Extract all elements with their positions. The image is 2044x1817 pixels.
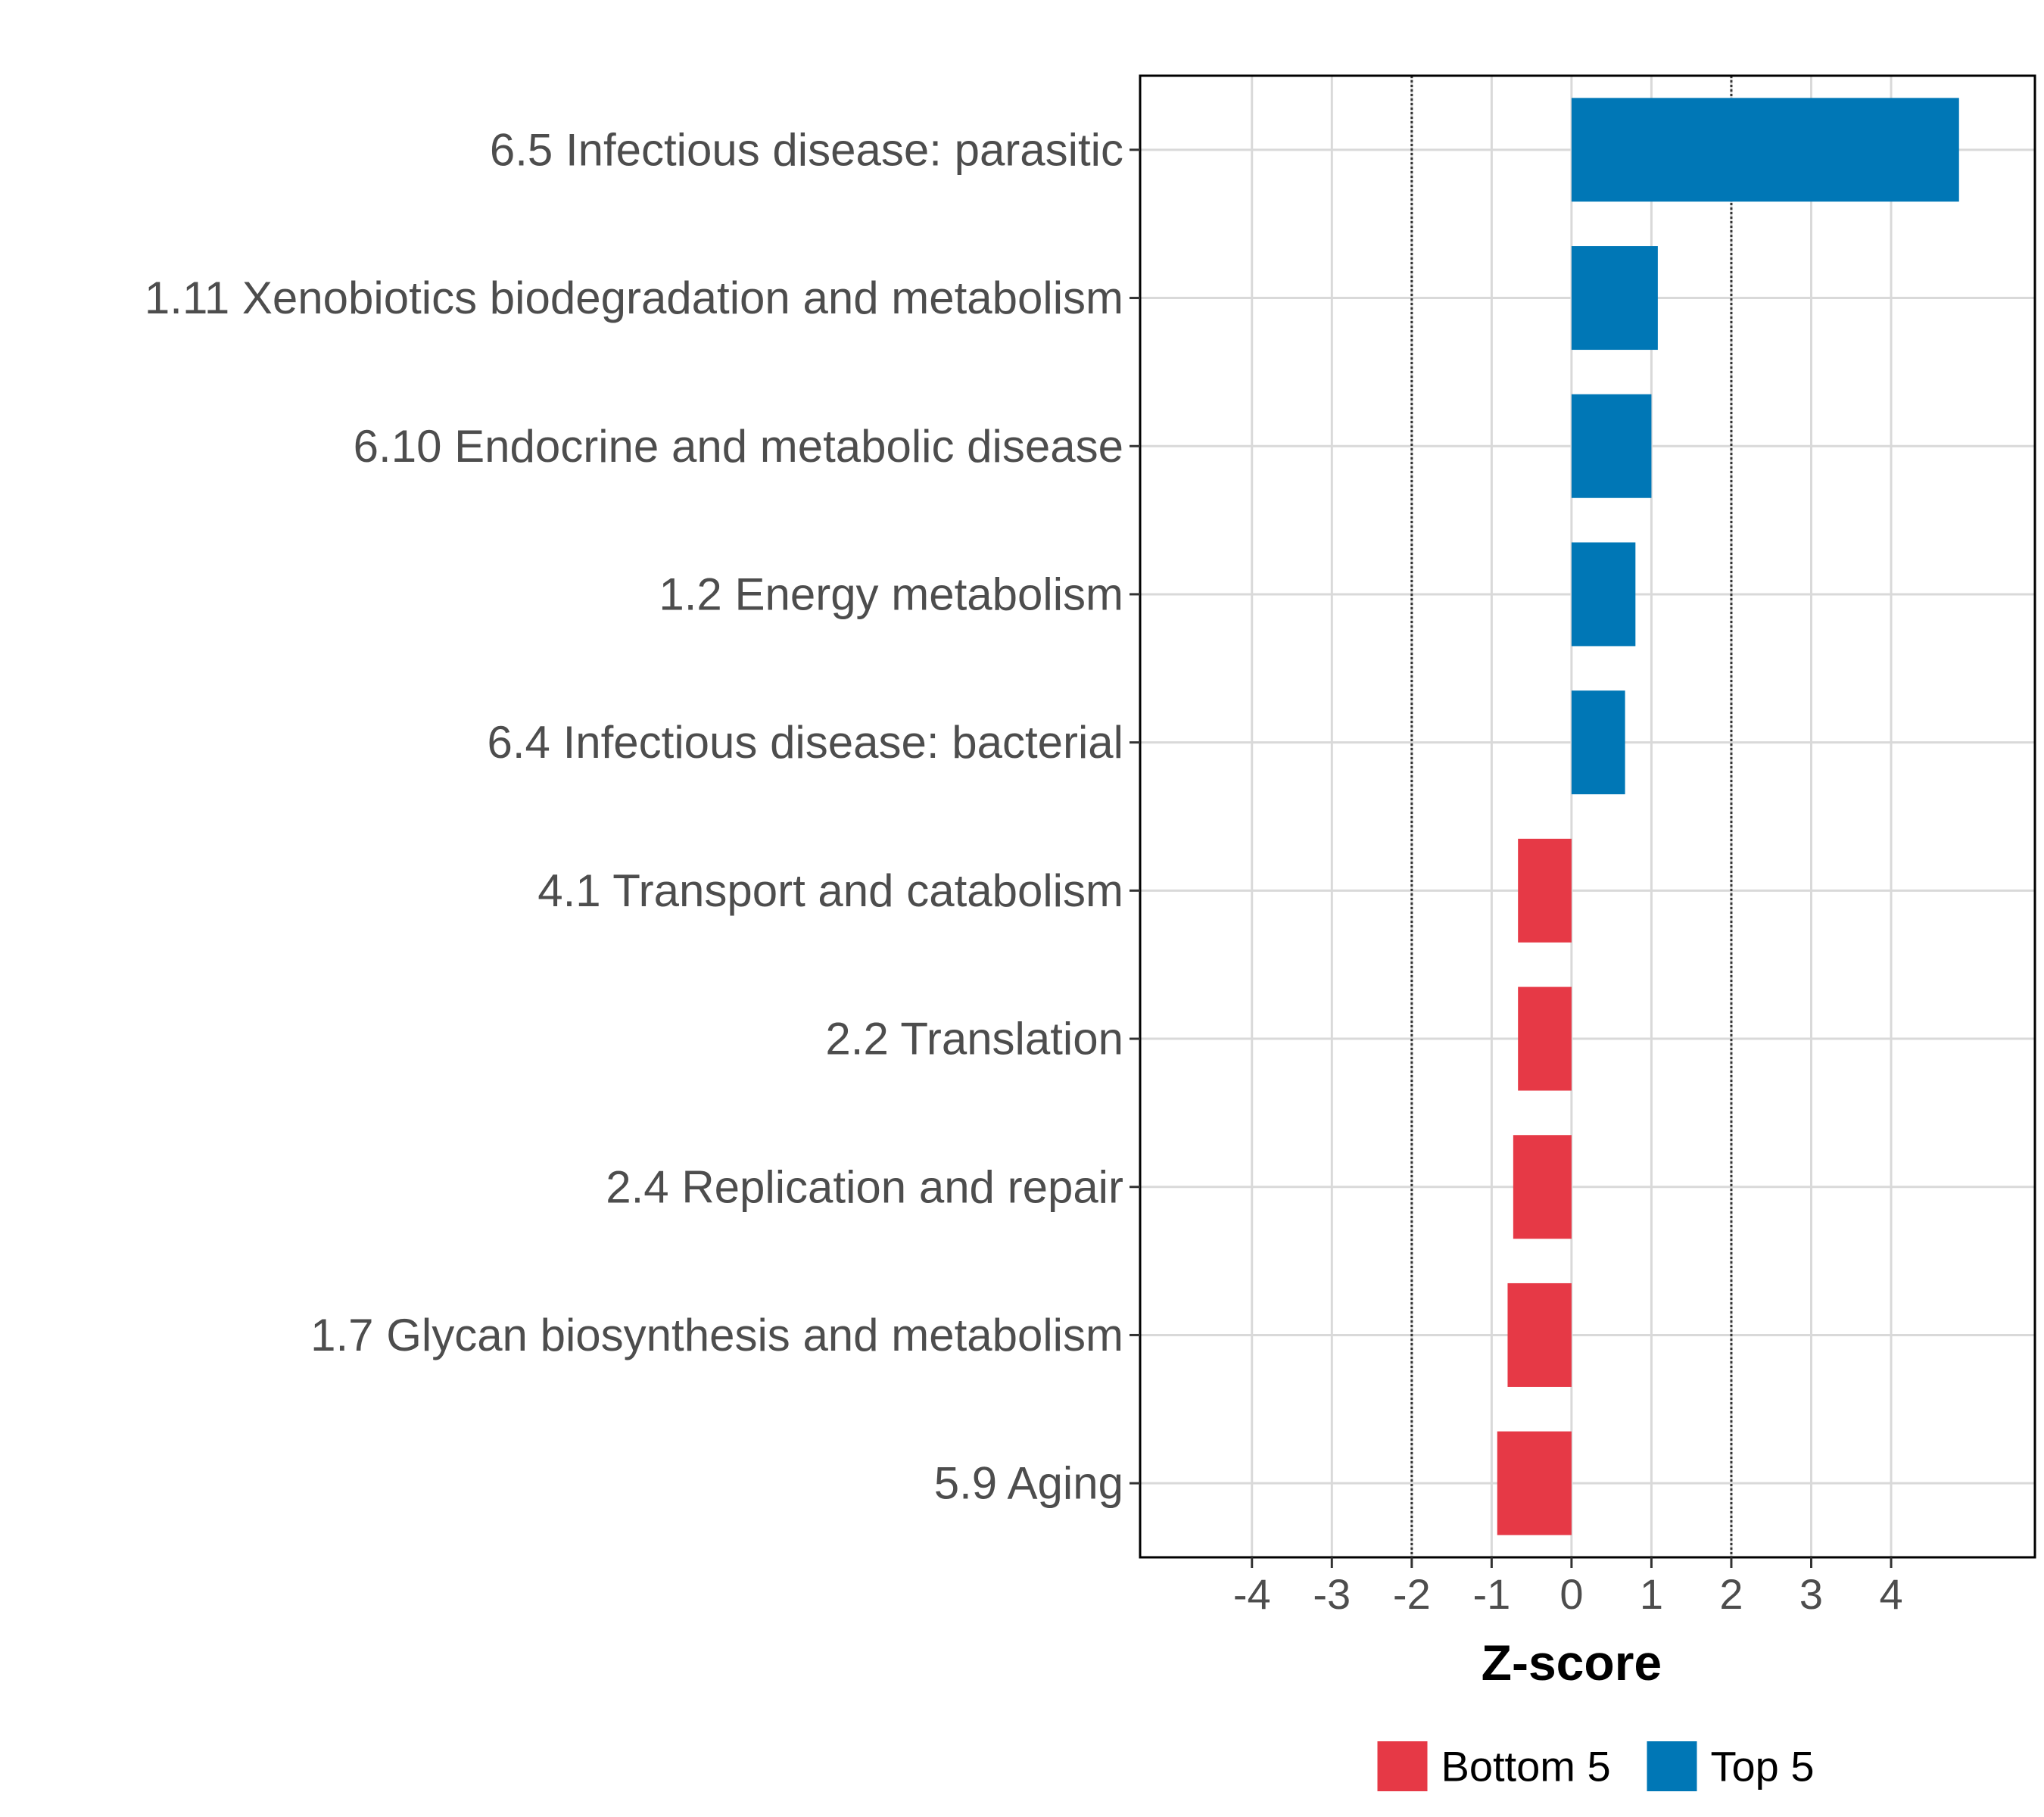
y-tick-label: 1.7 Glycan biosynthesis and metabolism (310, 1310, 1123, 1360)
bar (1497, 1431, 1572, 1535)
bar (1507, 1282, 1572, 1387)
y-tick-label: 6.4 Infectious disease: bacterial (488, 717, 1124, 768)
y-tick-label: 4.1 Transport and catabolism (537, 865, 1123, 916)
x-axis: -4 -3 -2 -1 0 1 2 3 4 (1233, 1557, 1903, 1618)
x-tick-label: 2 (1719, 1570, 1743, 1618)
x-tick-label: -3 (1313, 1570, 1351, 1618)
x-tick-label: -2 (1393, 1570, 1431, 1618)
bars (1497, 98, 1959, 1535)
y-tick-label: 5.9 Aging (934, 1458, 1123, 1509)
bar (1571, 542, 1636, 647)
legend: Bottom 5 Top 5 (1377, 1741, 1815, 1791)
y-tick-label: 2.2 Translation (825, 1014, 1123, 1064)
bar (1518, 986, 1572, 1091)
x-axis-title: Z-score (1482, 1635, 1662, 1691)
bar (1571, 98, 1959, 202)
x-tick-label: -4 (1233, 1570, 1271, 1618)
y-tick-label: 1.11 Xenobiotics biodegradation and meta… (145, 273, 1123, 323)
bar (1518, 838, 1572, 943)
reference-lines (1410, 76, 1733, 1557)
bar (1571, 690, 1625, 795)
y-tick-label: 1.2 Energy metabolism (659, 569, 1123, 619)
bar (1513, 1135, 1572, 1239)
legend-swatch (1377, 1741, 1428, 1791)
x-tick-label: 0 (1559, 1570, 1583, 1618)
bar (1571, 394, 1652, 498)
y-axis: 6.5 Infectious disease: parasitic 1.11 Xe… (145, 124, 1140, 1509)
x-tick-label: 1 (1640, 1570, 1663, 1618)
bar (1571, 246, 1658, 351)
legend-label: Top 5 (1711, 1743, 1815, 1791)
x-tick-label: 3 (1799, 1570, 1823, 1618)
legend-label: Bottom 5 (1441, 1743, 1611, 1791)
y-tick-label: 6.5 Infectious disease: parasitic (490, 124, 1123, 175)
y-tick-label: 6.10 Endocrine and metabolic disease (354, 421, 1123, 472)
x-tick-label: -1 (1472, 1570, 1510, 1618)
y-tick-label: 2.4 Replication and repair (606, 1161, 1123, 1212)
panel-border (1139, 74, 2036, 1559)
x-tick-label: 4 (1879, 1570, 1902, 1618)
legend-swatch (1647, 1741, 1697, 1791)
